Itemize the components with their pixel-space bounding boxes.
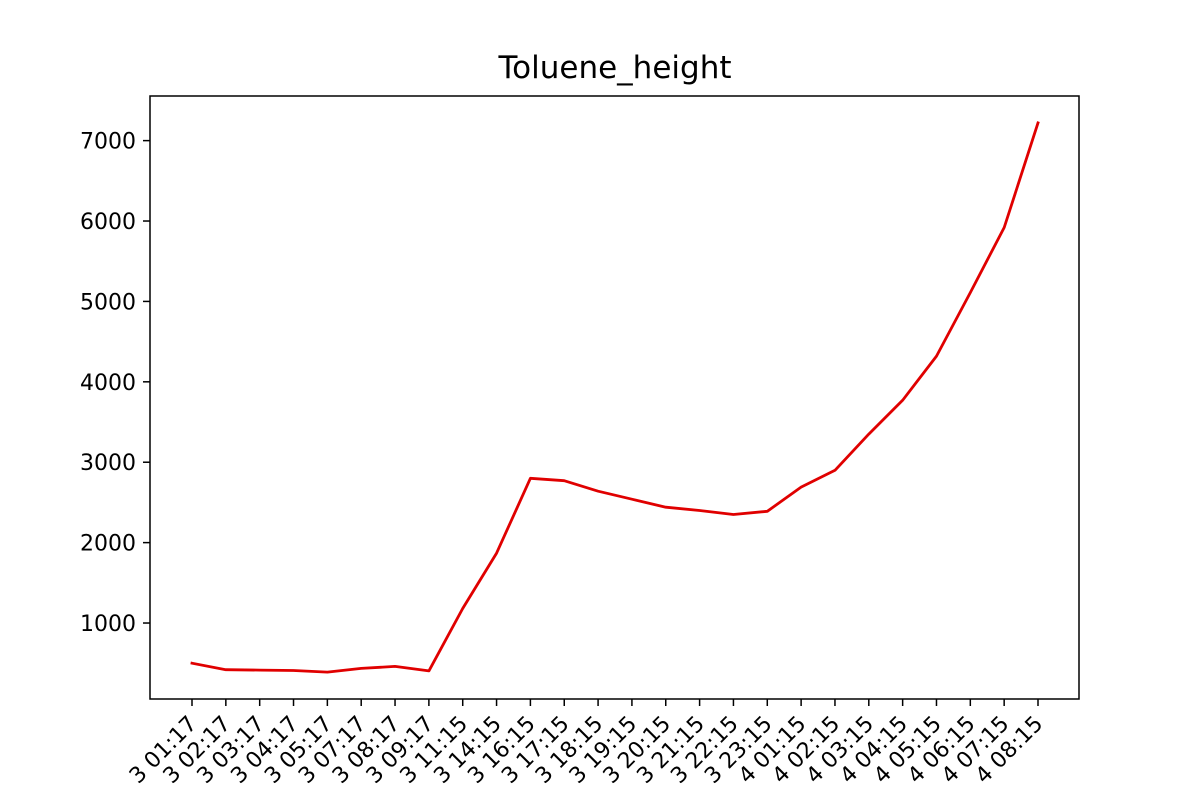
y-tick-label: 3000 bbox=[80, 451, 136, 476]
series-layer bbox=[190, 121, 1040, 674]
y-tick-label: 2000 bbox=[80, 532, 136, 557]
y-tick-label: 4000 bbox=[80, 371, 136, 396]
chart-title: Toluene_height bbox=[498, 50, 732, 86]
y-tick-label: 7000 bbox=[80, 130, 136, 155]
series-line bbox=[190, 121, 1040, 674]
y-tick-label: 1000 bbox=[80, 612, 136, 637]
plot-frame bbox=[149, 95, 1080, 700]
x-axis: 3 01:173 02:173 03:173 04:173 05:173 07:… bbox=[125, 699, 1048, 789]
y-tick-label: 6000 bbox=[80, 210, 136, 235]
y-axis: 1000 2000 3000 4000 5000 6000 7000 bbox=[80, 130, 150, 637]
y-tick-label: 5000 bbox=[80, 290, 136, 315]
